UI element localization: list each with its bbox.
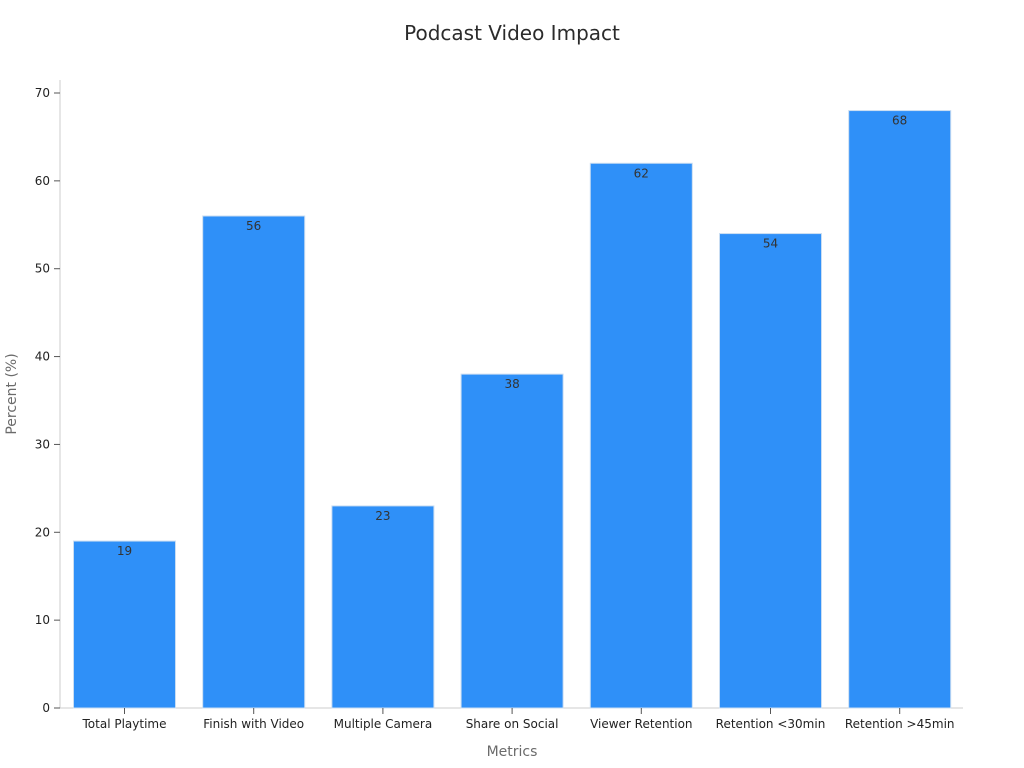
y-tick-label: 0 (42, 701, 50, 715)
y-tick-label: 60 (35, 174, 50, 188)
bar-value-label: 19 (117, 544, 132, 558)
bar (719, 233, 822, 709)
y-tick-label: 50 (35, 262, 50, 276)
plot-area: 0 10 20 30 40 50 60 70 19 Total Playtime 56 Finish … (35, 80, 963, 731)
bar-value-label: 68 (892, 114, 907, 128)
x-tick-label: Retention >45min (845, 717, 955, 731)
x-tick-label: Finish with Video (203, 717, 304, 731)
bar-value-label: 54 (763, 237, 778, 251)
chart-title: Podcast Video Impact (404, 21, 620, 45)
bar-value-label: 23 (375, 509, 390, 523)
bar-value-label: 56 (246, 219, 261, 233)
x-tick-label: Share on Social (466, 717, 559, 731)
y-tick-label: 40 (35, 350, 50, 364)
bar (589, 162, 693, 709)
y-tick-label: 10 (35, 613, 50, 627)
bar-value-label: 38 (504, 377, 519, 391)
x-axis-title: Metrics (487, 744, 538, 760)
bar (202, 215, 306, 709)
x-tick-label: Viewer Retention (590, 717, 692, 731)
y-tick-label: 30 (35, 437, 50, 451)
y-tick-label: 70 (35, 86, 50, 100)
bar (73, 540, 176, 709)
x-tick-label: Retention <30min (716, 717, 826, 731)
bar (848, 110, 952, 709)
y-tick-label: 20 (35, 525, 50, 539)
y-axis-title: Percent (%) (4, 353, 20, 434)
x-tick-label: Total Playtime (82, 717, 167, 731)
bar-value-label: 62 (634, 166, 649, 180)
x-tick-label: Multiple Camera (334, 717, 433, 731)
bar (331, 505, 435, 709)
bar (460, 373, 564, 709)
